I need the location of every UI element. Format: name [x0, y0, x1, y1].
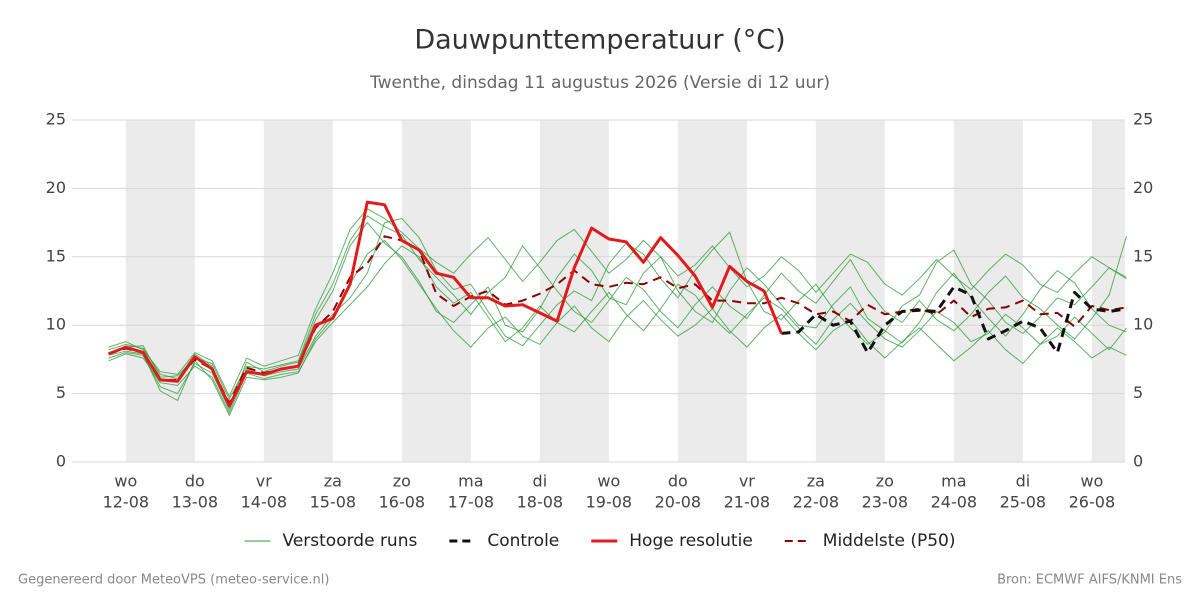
x-tick-date: 19-08: [586, 493, 633, 512]
legend-label: Controle: [487, 531, 559, 551]
legend: Verstoorde runs Controle Hoge resolutie Mid…: [244, 531, 956, 551]
footer-left: Gegenereerd door MeteoVPS (meteo-service…: [18, 573, 329, 588]
ensemble-line: [108, 239, 1127, 417]
x-tick-date: 24-08: [931, 493, 978, 512]
x-tick-day: do: [668, 472, 688, 491]
x-tick-date: 13-08: [172, 493, 219, 512]
x-tick-day: ma: [941, 472, 966, 491]
x-tick-date: 16-08: [379, 493, 426, 512]
y-tick-label: 10: [46, 315, 66, 334]
x-tick-day: za: [324, 472, 342, 491]
y2-tick-label: 10: [1133, 315, 1153, 334]
x-tick-day: di: [533, 472, 548, 491]
x-tick-day: do: [185, 472, 205, 491]
day-shade: [815, 120, 885, 462]
y2-tick-label: 15: [1133, 246, 1153, 265]
legend-label: Hoge resolutie: [629, 531, 753, 551]
x-tick-day: vr: [256, 472, 272, 491]
x-tick-day: wo: [114, 472, 137, 491]
y-tick-label: 25: [46, 110, 66, 129]
day-shade: [401, 120, 471, 462]
x-tick-day: zo: [876, 472, 894, 491]
chart-subtitle: Twenthe, dinsdag 11 augustus 2026 (Versi…: [369, 73, 830, 93]
x-tick-day: di: [1016, 472, 1031, 491]
y-tick-label: 5: [56, 383, 66, 402]
series-line: [781, 285, 1127, 355]
legend-label: Verstoorde runs: [283, 531, 418, 551]
ensemble-line: [108, 217, 1127, 412]
y-tick-label: 0: [56, 452, 66, 471]
y2-tick-label: 5: [1133, 383, 1143, 402]
y2-tick-label: 20: [1133, 178, 1153, 197]
x-tick-date: 20-08: [655, 493, 702, 512]
x-tick-date: 17-08: [448, 493, 495, 512]
x-tick-date: 22-08: [793, 493, 840, 512]
y-tick-label: 20: [46, 178, 66, 197]
ensemble-line: [108, 245, 1127, 414]
x-tick-day: zo: [393, 472, 411, 491]
x-tick-date: 18-08: [517, 493, 564, 512]
x-tick-day: wo: [597, 472, 620, 491]
chart-title: Dauwpunttemperatuur (°C): [414, 25, 785, 56]
footer-right: Bron: ECMWF AIFS/KNMI Ens: [997, 573, 1182, 588]
x-tick-date: 21-08: [724, 493, 771, 512]
x-tick-day: za: [807, 472, 825, 491]
x-tick-date: 25-08: [1000, 493, 1047, 512]
ensemble-line: [108, 208, 1127, 398]
y2-tick-label: 0: [1133, 452, 1143, 471]
plot-area: [72, 119, 1127, 463]
y-tick-label: 15: [46, 246, 66, 265]
x-tick-day: vr: [739, 472, 755, 491]
ensemble-line: [108, 215, 1127, 401]
x-tick-day: wo: [1080, 472, 1103, 491]
ensemble-line: [108, 221, 1127, 409]
day-shade: [263, 120, 333, 462]
day-shade: [125, 120, 195, 462]
x-tick-date: 23-08: [862, 493, 909, 512]
series-line: [108, 200, 783, 408]
x-tick-date: 12-08: [103, 493, 150, 512]
y2-tick-label: 25: [1133, 110, 1153, 129]
x-tick-date: 15-08: [310, 493, 357, 512]
legend-label: Middelste (P50): [823, 531, 956, 551]
x-tick-date: 26-08: [1069, 493, 1116, 512]
day-shade: [1091, 120, 1125, 462]
x-tick-date: 14-08: [241, 493, 288, 512]
x-tick-day: ma: [458, 472, 483, 491]
